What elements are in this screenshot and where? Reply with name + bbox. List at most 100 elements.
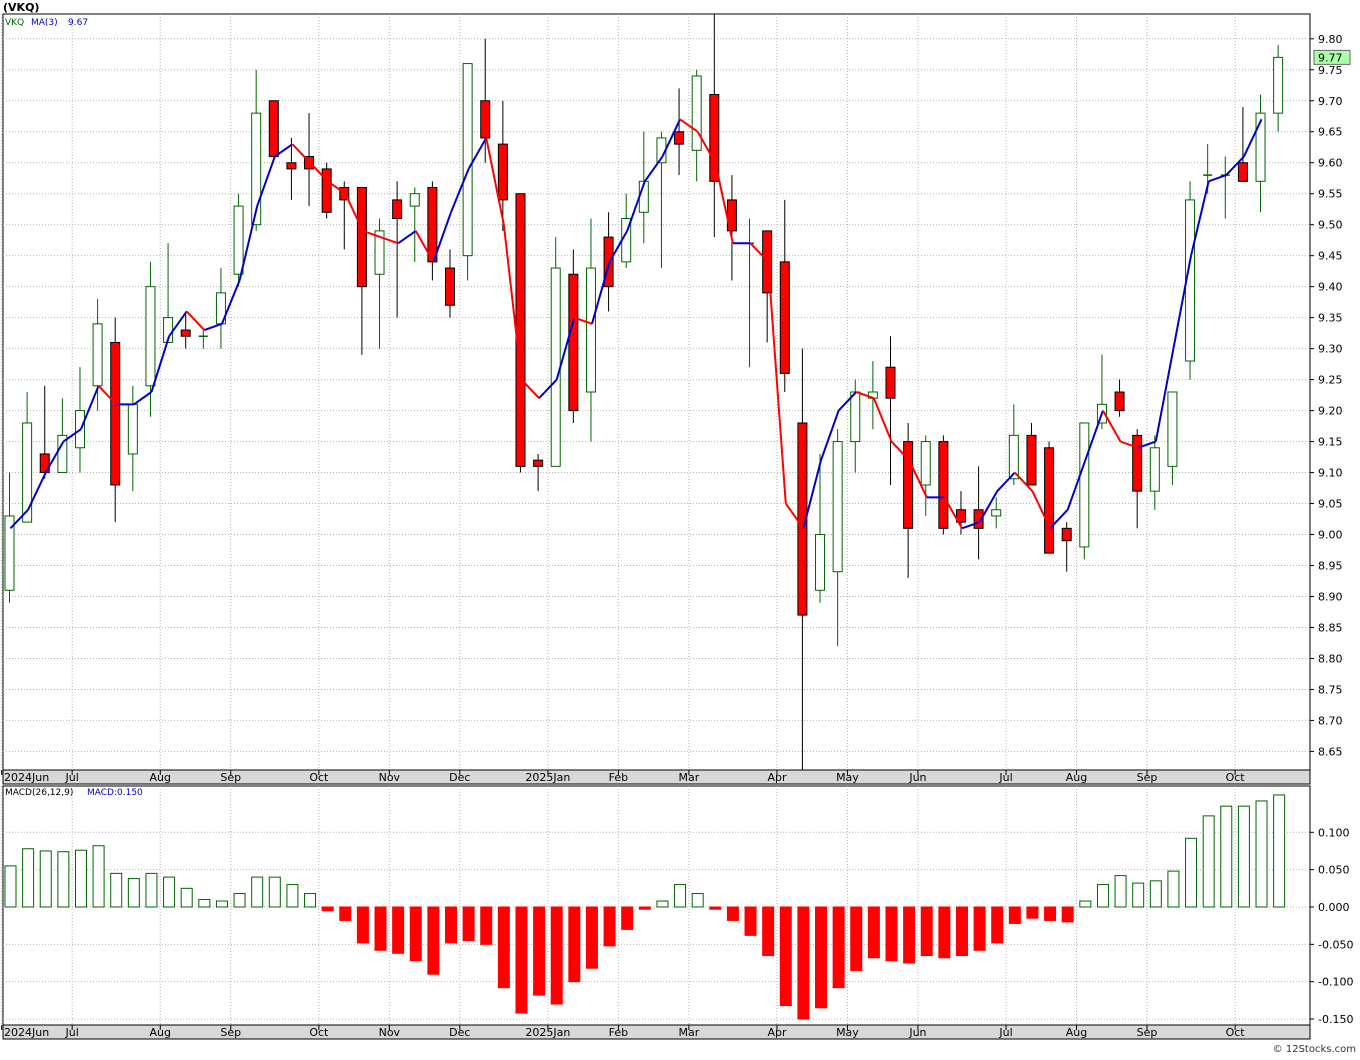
macd-bar-positive bbox=[110, 872, 123, 908]
candle-body bbox=[515, 193, 526, 467]
candle-down bbox=[1026, 422, 1037, 486]
ma3-segment bbox=[380, 236, 399, 245]
macd-y-tick-label: 0.000 bbox=[1318, 901, 1350, 914]
macd-horizontal-gridlines bbox=[3, 831, 1310, 1020]
price-y-tick-label: 9.30 bbox=[1318, 343, 1343, 356]
candle-body bbox=[462, 63, 473, 257]
macd-bar-positive bbox=[286, 884, 299, 908]
candle-down bbox=[674, 88, 685, 176]
ma3-segment bbox=[1084, 410, 1104, 461]
macd-bar-positive bbox=[1237, 805, 1250, 908]
macd-bar-negative bbox=[603, 906, 616, 947]
ma3-segment bbox=[1242, 118, 1263, 157]
price-y-tick-label: 9.80 bbox=[1318, 33, 1343, 46]
ma3-line bbox=[9, 118, 1263, 530]
candle-body bbox=[1026, 434, 1037, 486]
macd-bar-negative bbox=[885, 906, 898, 962]
ma3-segment bbox=[185, 310, 206, 331]
price-x-tick-label: May bbox=[836, 771, 859, 784]
candle-body bbox=[1167, 391, 1178, 467]
candle-body bbox=[1132, 434, 1143, 492]
candle-up bbox=[832, 429, 843, 647]
last-price-box bbox=[1313, 49, 1351, 65]
ma3-segment bbox=[256, 156, 276, 207]
candle-body bbox=[691, 75, 702, 151]
ma3-segment bbox=[574, 316, 593, 325]
candle-down bbox=[1237, 106, 1248, 182]
candle-down bbox=[938, 435, 949, 535]
macd-bar-positive bbox=[1132, 882, 1145, 908]
macd-x-tick-label: Apr bbox=[767, 1026, 787, 1039]
macd-bar-positive bbox=[215, 900, 228, 908]
candle-up bbox=[991, 497, 1002, 529]
macd-y-tick-label: -0.100 bbox=[1318, 976, 1353, 989]
candle-body bbox=[1061, 527, 1072, 542]
macd-x-tick-label: 2025Jan bbox=[525, 1026, 570, 1039]
watermark: © 12Stocks.com bbox=[1273, 1044, 1356, 1055]
macd-bar-negative bbox=[638, 906, 651, 910]
macd-x-tick-label: Oct bbox=[309, 1026, 329, 1039]
price-y-tick-label: 9.10 bbox=[1318, 467, 1343, 480]
legend-symbol: VKQ bbox=[5, 18, 24, 28]
macd-bar-positive bbox=[198, 899, 211, 908]
candle-down bbox=[568, 249, 579, 423]
price-y-tick-label: 9.00 bbox=[1318, 529, 1343, 542]
ma3-segment bbox=[414, 230, 435, 263]
macd-vertical-gridlines bbox=[1, 786, 1236, 1025]
price-x-tick-label: Mar bbox=[678, 771, 699, 784]
candle-down bbox=[1132, 429, 1143, 529]
candle-up bbox=[409, 187, 420, 262]
ma3-segment bbox=[890, 440, 910, 461]
macd-bar-negative bbox=[392, 906, 405, 954]
candle-body bbox=[145, 286, 156, 387]
price-x-tick-label: Nov bbox=[379, 771, 401, 784]
macd-panel: -0.150 -0.100 -0.050 0.000 0.050 0.100 2024Jun… bbox=[1, 785, 1353, 1040]
ma3-segment bbox=[221, 280, 241, 325]
candle-body bbox=[903, 441, 914, 529]
candle-body bbox=[286, 162, 297, 170]
macd-bar-positive bbox=[1202, 815, 1215, 908]
price-y-axis: 8.65 8.70 8.75 8.80 8.85 8.90 8.95 9.00 9.05 9.10… bbox=[1310, 33, 1343, 758]
price-x-axis-band bbox=[2, 769, 1311, 785]
macd-y-tick-label: 0.050 bbox=[1318, 864, 1350, 877]
macd-bar-negative bbox=[709, 906, 722, 910]
price-y-tick-label: 8.85 bbox=[1318, 621, 1343, 634]
candle-up bbox=[691, 69, 702, 182]
candle-up bbox=[585, 218, 596, 442]
candle-body bbox=[1008, 434, 1019, 480]
ma3-segment bbox=[1154, 348, 1175, 442]
macd-y-axis: -0.150 -0.100 -0.050 0.000 0.050 0.100 bbox=[1310, 826, 1353, 1026]
candle-down bbox=[903, 422, 914, 578]
candle-down bbox=[885, 336, 896, 485]
macd-x-tick-label: Sep bbox=[220, 1026, 241, 1039]
macd-bar-negative bbox=[1044, 906, 1057, 921]
macd-bar-negative bbox=[533, 906, 546, 996]
price-legend: VKQ MA(3) 9.67 bbox=[5, 18, 88, 28]
candle-body bbox=[497, 143, 508, 201]
price-y-tick-label: 9.70 bbox=[1318, 95, 1343, 108]
price-vertical-gridlines bbox=[1, 14, 1236, 770]
ma3-segment bbox=[961, 521, 980, 530]
legend-ma-value: 9.67 bbox=[68, 18, 88, 28]
ma3-segment bbox=[996, 471, 1016, 492]
candlesticks bbox=[4, 14, 1284, 770]
macd-bar-positive bbox=[268, 876, 281, 908]
ma3-segment bbox=[943, 496, 963, 529]
candle-body bbox=[1255, 112, 1266, 182]
candle-body bbox=[92, 323, 103, 387]
candle-down bbox=[497, 100, 508, 231]
macd-bar-negative bbox=[409, 906, 422, 962]
candle-up bbox=[145, 261, 156, 417]
macd-bar-negative bbox=[726, 906, 739, 921]
ma3-segment bbox=[1137, 440, 1157, 449]
ma3-segment bbox=[1102, 410, 1122, 443]
macd-bar-positive bbox=[22, 848, 35, 908]
macd-bar-positive bbox=[74, 849, 87, 908]
price-y-tick-label: 9.65 bbox=[1318, 126, 1343, 139]
candle-body bbox=[180, 329, 191, 337]
ma3-segment bbox=[820, 410, 840, 461]
macd-x-tick-label: Feb bbox=[609, 1026, 628, 1039]
ma3-segment bbox=[450, 168, 470, 213]
macd-bar-negative bbox=[427, 906, 440, 975]
